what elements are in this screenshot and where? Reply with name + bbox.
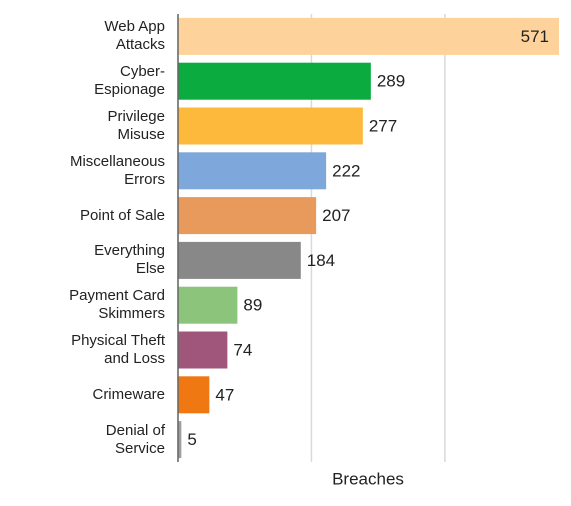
bar — [178, 241, 301, 279]
category-label: Miscellaneous Errors — [69, 152, 165, 188]
category-label: Web App Attacks — [104, 18, 165, 54]
category-label: Point of Sale — [79, 206, 165, 224]
bar — [178, 331, 228, 369]
value-label: 5 — [187, 430, 196, 449]
bar — [178, 62, 371, 100]
bar — [178, 152, 327, 190]
category-label: Payment Card Skimmers — [69, 287, 165, 323]
value-label: 207 — [322, 206, 350, 225]
value-label: 571 — [521, 27, 549, 46]
bar — [178, 17, 559, 55]
bar — [178, 421, 182, 459]
value-label: 47 — [215, 385, 234, 404]
bar — [178, 376, 210, 414]
value-label: 277 — [369, 116, 397, 135]
category-label: Everything Else — [94, 242, 165, 278]
bar — [178, 107, 363, 145]
category-label: Crimeware — [92, 385, 165, 403]
x-axis-label: Breaches — [332, 469, 404, 488]
category-label: Cyber- Espionage — [94, 63, 165, 99]
category-label: Physical Theft and Loss — [71, 332, 165, 367]
category-label: Denial of Service — [105, 421, 165, 457]
bar — [178, 197, 317, 235]
category-label: Privilege Misuse — [107, 108, 165, 143]
bar — [178, 286, 238, 324]
value-label: 222 — [332, 161, 360, 180]
value-label: 289 — [377, 72, 405, 91]
value-label: 74 — [233, 340, 252, 359]
value-label: 89 — [243, 296, 262, 315]
value-label: 184 — [307, 251, 335, 270]
